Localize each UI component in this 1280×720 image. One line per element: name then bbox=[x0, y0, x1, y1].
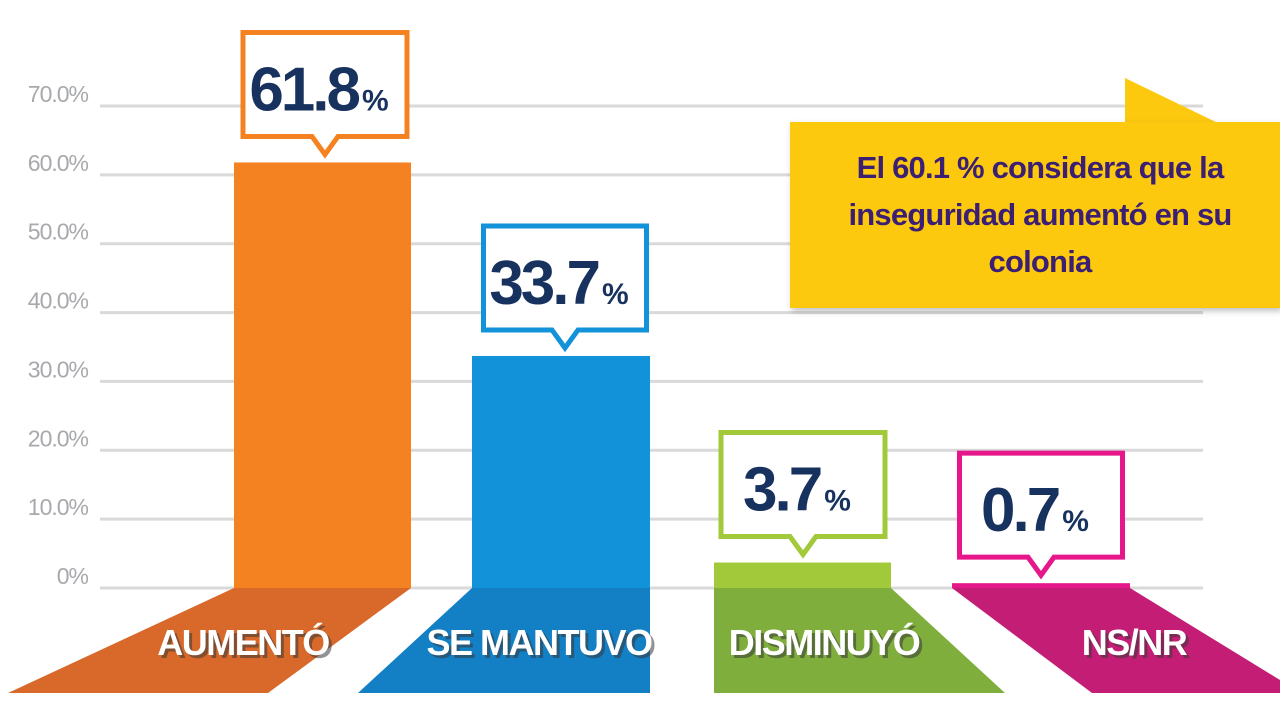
value-label: 33.7% bbox=[489, 249, 628, 318]
category-label-shadow: NS/NR bbox=[1085, 625, 1191, 666]
value-label-percent: % bbox=[824, 485, 851, 518]
y-tick-label: 60.0% bbox=[28, 150, 89, 176]
category-base bbox=[952, 588, 1280, 693]
value-label-percent: % bbox=[1062, 505, 1089, 538]
summary-note: El 60.1 % considera que la inseguridad a… bbox=[790, 122, 1280, 308]
category-label: DISMINUYÓ bbox=[729, 621, 920, 663]
value-callout-box bbox=[957, 450, 1125, 580]
category-label: AUMENTÓ bbox=[157, 621, 329, 663]
category-base bbox=[358, 588, 650, 693]
category-base bbox=[8, 588, 411, 693]
value-callout-box bbox=[240, 29, 410, 159]
value-label: 61.8% bbox=[249, 55, 388, 124]
category-label-shadow: SE MANTUVO bbox=[429, 625, 655, 666]
value-callout-box bbox=[718, 430, 888, 559]
summary-note-text: El 60.1 % considera que la inseguridad a… bbox=[848, 150, 1232, 279]
y-tick-label: 40.0% bbox=[28, 288, 89, 314]
y-tick-label: 20.0% bbox=[28, 425, 89, 451]
value-label-number: 0.7 bbox=[981, 476, 1059, 545]
bar bbox=[952, 583, 1130, 588]
category-label: SE MANTUVO bbox=[426, 622, 652, 663]
value-label-percent: % bbox=[362, 84, 389, 117]
bar bbox=[714, 562, 891, 588]
y-tick-label: 70.0% bbox=[28, 81, 89, 107]
value-callouts: 61.8 %33.7 %3.7% 0.7% bbox=[240, 29, 1125, 580]
value-label-number: 3.7 bbox=[743, 456, 821, 525]
bar bbox=[234, 162, 411, 588]
category-label: NS/NR bbox=[1082, 622, 1188, 663]
note-pointer bbox=[1125, 78, 1220, 124]
value-callout-box bbox=[481, 223, 649, 353]
bar bbox=[472, 355, 650, 588]
category-base bbox=[714, 588, 1005, 693]
y-axis-ticks: 0% 10.0% 20.0% 30.0% 40.0% 50.0% 60.0% 70.0% bbox=[28, 81, 90, 589]
value-label: 0.7% bbox=[981, 476, 1089, 545]
y-tick-label: 10.0% bbox=[28, 494, 89, 520]
y-tick-label: 50.0% bbox=[28, 219, 89, 245]
y-tick-label: 30.0% bbox=[28, 356, 89, 382]
value-label-number: 61.8 bbox=[249, 55, 359, 124]
bars bbox=[234, 162, 1130, 588]
value-label-number: 33.7 bbox=[489, 249, 598, 318]
value-label-percent: % bbox=[602, 278, 629, 311]
category-label-shadow: AUMENTÓ bbox=[160, 624, 332, 666]
value-label: 3.7% bbox=[743, 456, 851, 525]
y-tick-label: 0% bbox=[57, 563, 89, 589]
category-label-shadow: DISMINUYÓ bbox=[732, 624, 923, 666]
